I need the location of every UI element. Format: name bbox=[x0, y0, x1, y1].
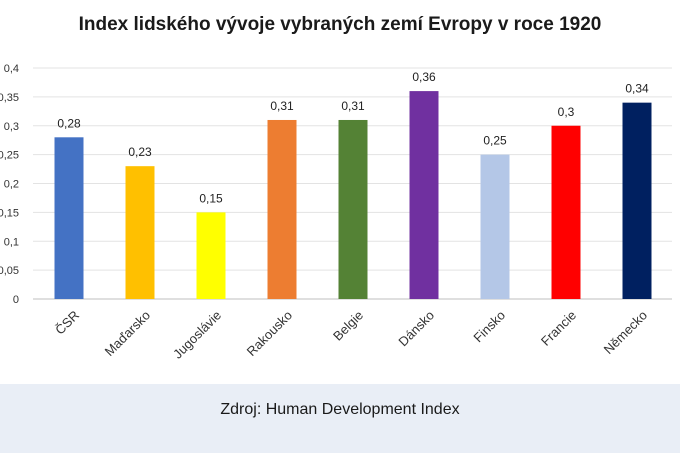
bar-chart: 00,050,10,150,20,250,30,350,4 0,280,230,… bbox=[0, 63, 672, 362]
bar-1 bbox=[54, 137, 84, 299]
bar-5 bbox=[338, 119, 368, 299]
category-label: ČSR bbox=[52, 308, 82, 338]
category-label: Francie bbox=[538, 308, 579, 349]
category-label: Rakousko bbox=[244, 308, 295, 359]
category-label: Maďarsko bbox=[102, 308, 154, 360]
source-caption: Zdroj: Human Development Index bbox=[220, 401, 460, 418]
bar-7 bbox=[480, 154, 510, 299]
data-label: 0,15 bbox=[199, 191, 223, 205]
y-tick-label: 0,15 bbox=[0, 207, 19, 219]
data-label: 0,34 bbox=[625, 82, 649, 96]
y-tick-label: 0,25 bbox=[0, 150, 19, 162]
data-label: 0,3 bbox=[558, 105, 575, 119]
data-label: 0,31 bbox=[270, 99, 294, 113]
y-tick-label: 0 bbox=[13, 294, 19, 306]
category-label: Belgie bbox=[330, 308, 366, 344]
category-label: Jugoslávie bbox=[170, 308, 224, 362]
y-axis-ticks: 0 0,05 0,1 0,15 0,2 0,25 0,3 0,35 0,4 bbox=[0, 63, 19, 306]
x-axis-labels: ČSR Maďarsko Jugoslávie Rakousko Belgie Dánsk… bbox=[52, 308, 650, 362]
bar-6 bbox=[409, 91, 439, 299]
data-label: 0,31 bbox=[341, 99, 365, 113]
bar-8 bbox=[551, 125, 581, 299]
y-tick-label: 0,2 bbox=[4, 179, 19, 191]
y-tick-label: 0,35 bbox=[0, 92, 19, 104]
bars bbox=[54, 91, 652, 300]
category-label: Finsko bbox=[470, 308, 508, 346]
data-label: 0,36 bbox=[412, 70, 436, 84]
bar-9 bbox=[622, 102, 652, 300]
data-label: 0,23 bbox=[128, 145, 152, 159]
bar-2 bbox=[125, 166, 155, 299]
bar-3 bbox=[196, 212, 226, 299]
chart-title: Index lidského vývoje vybraných zemí Evr… bbox=[78, 14, 602, 35]
category-label: Německo bbox=[601, 308, 650, 357]
data-labels: 0,28 0,23 0,15 0,31 0,31 0,36 0,25 0,3 0,34 bbox=[57, 70, 649, 205]
category-label: Dánsko bbox=[395, 308, 437, 350]
data-label: 0,25 bbox=[483, 134, 507, 148]
y-tick-label: 0,4 bbox=[4, 63, 19, 75]
y-tick-label: 0,3 bbox=[4, 121, 19, 133]
bar-4 bbox=[267, 119, 297, 299]
y-tick-label: 0,1 bbox=[4, 236, 19, 248]
data-label: 0,28 bbox=[57, 116, 81, 130]
y-tick-label: 0,05 bbox=[0, 265, 19, 277]
